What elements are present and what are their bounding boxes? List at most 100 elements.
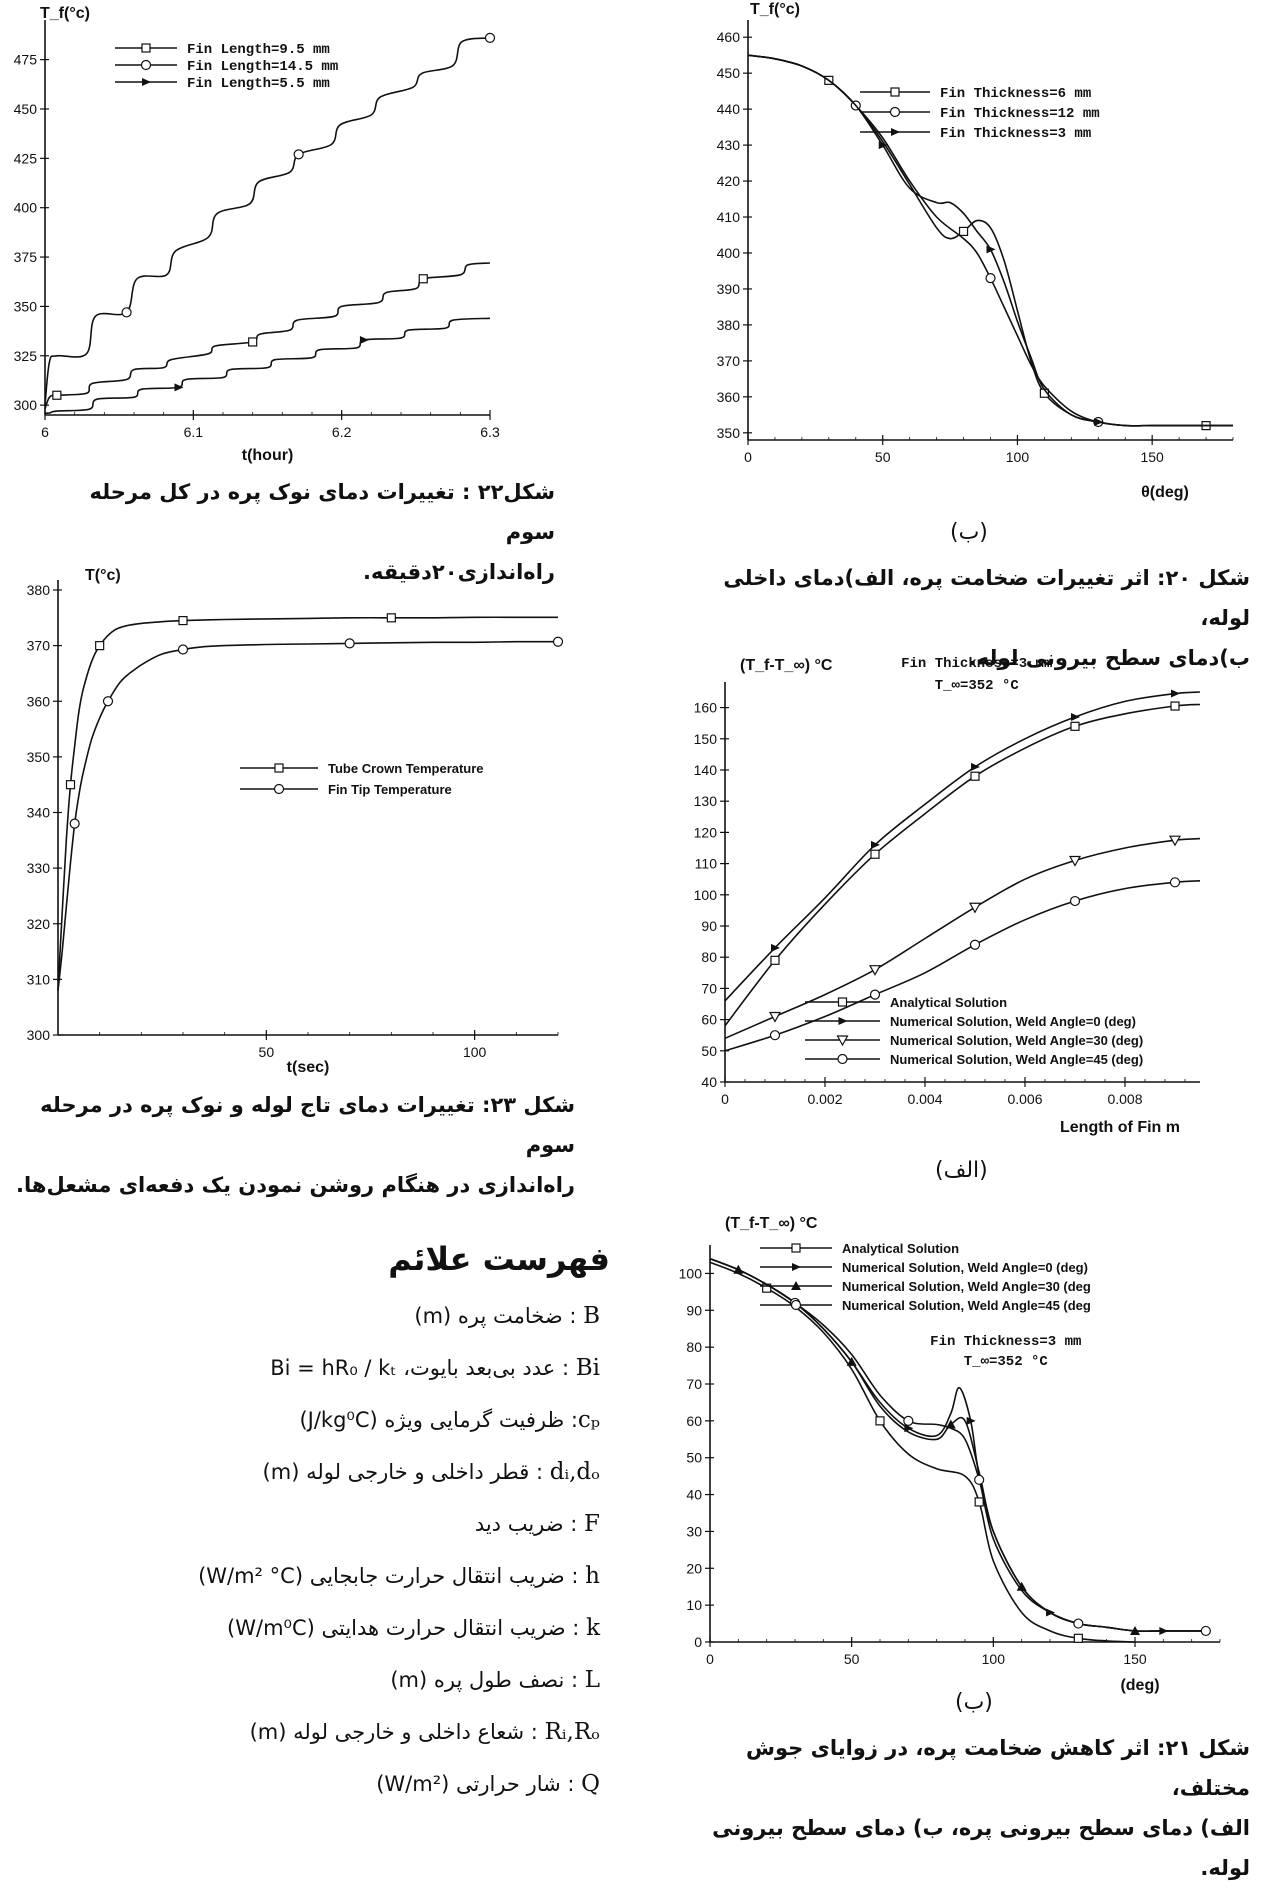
- x-tick-label: 0: [721, 1091, 729, 1107]
- series-line: [44, 37, 491, 406]
- legend-label: Fin Length=5.5 mm: [187, 76, 330, 92]
- figure-23-caption: شکل ۲۳: تغییرات دمای تاج لوله و نوک پره …: [10, 1085, 575, 1205]
- legend-marker: [140, 59, 152, 71]
- series-line: [44, 262, 491, 410]
- y-tick-label: 70: [686, 1376, 702, 1392]
- chart-annotation: Fin Thickness=3 mm: [901, 656, 1052, 672]
- legend-marker: [890, 87, 900, 97]
- data-point: [1016, 1581, 1027, 1591]
- axes: 300 310 320 330 340 350 360 370 380 50 100: [27, 580, 559, 1060]
- y-tick-label: 350: [27, 749, 51, 765]
- symbols-list: B : ضخامت پره (m) Bi : عدد بی‌بعد بایوت،…: [60, 1290, 600, 1810]
- figure-21b-svg: 0 10 20 30 40 50 60 70 80 90 100 0 50 100 150 (T_f-T_∞)…: [679, 1215, 1221, 1694]
- figure-21-caption-line2: الف) دمای سطح بیرونی پره، ب) دمای سطح بی…: [712, 1816, 1250, 1880]
- symbol-item: dᵢ,dₒ : قطر داخلی و خارجی لوله (m): [60, 1446, 600, 1498]
- figure-21b-sublabel: (ب): [955, 1690, 993, 1715]
- data-point: [1168, 835, 1182, 847]
- data-point: [846, 1356, 857, 1366]
- legend: Tube Crown Temperature Fin Tip Temperatur…: [240, 761, 484, 797]
- y-axis-label: T_f(°c): [40, 5, 90, 22]
- data-point: [174, 383, 184, 392]
- y-axis-label: (T_f-T_∞) °C: [725, 1215, 818, 1232]
- y-tick-label: 50: [701, 1043, 717, 1059]
- x-tick-label: 100: [463, 1044, 487, 1060]
- y-tick-label: 320: [27, 916, 51, 932]
- figure-20-caption: شکل ۲۰: اثر تغییرات ضخامت پره، الف)دمای …: [690, 558, 1250, 678]
- axes: 0 10 20 30 40 50 60 70 80 90 100 0 50 100 150: [679, 1245, 1221, 1667]
- y-tick-label: 390: [717, 281, 741, 297]
- y-tick-label: 360: [717, 389, 741, 405]
- figure-21-caption-line1: شکل ۲۱: اثر کاهش ضخامت پره، در زوایای جو…: [746, 1736, 1250, 1800]
- y-tick-label: 460: [717, 29, 741, 45]
- y-tick-label: 440: [717, 101, 741, 117]
- y-tick-label: 90: [701, 918, 717, 934]
- symbol-desc: : قطر داخلی و خارجی لوله (m): [262, 1460, 550, 1484]
- y-tick-label: 380: [717, 317, 741, 333]
- figure-23-caption-line1: شکل ۲۳: تغییرات دمای تاج لوله و نوک پره …: [40, 1093, 575, 1157]
- y-tick-label: 300: [27, 1027, 51, 1043]
- symbol-item: L : نصف طول پره (m): [60, 1654, 600, 1706]
- x-tick-label: 50: [875, 449, 891, 465]
- series-4: [724, 877, 1201, 1052]
- legend-label: Analytical Solution: [890, 995, 1007, 1010]
- data-point: [985, 273, 996, 284]
- legend-label: Fin Thickness=6 mm: [940, 86, 1091, 102]
- x-tick-label: 100: [1006, 449, 1030, 465]
- series-2: [709, 1257, 1206, 1635]
- series-3: [709, 1257, 1206, 1635]
- symbol-item: Q : شار حرارتی (W/m²): [60, 1758, 600, 1810]
- figure-21a-sublabel: (الف): [935, 1158, 988, 1183]
- data-point: [418, 274, 428, 284]
- figure-20-caption-line2: ب)دمای سطح بیرونی لوله.: [968, 646, 1250, 670]
- y-tick-label: 160: [694, 700, 718, 716]
- x-tick-label: 50: [259, 1044, 275, 1060]
- symbol-item: h : ضریب انتقال حرارت جابجایی (W/m² °C): [60, 1550, 600, 1602]
- figure-22-svg: 300 325 350 375 400 425 450 475 6 6.1 6.2 6.3 T_f(°c…: [14, 5, 500, 464]
- figure-22-caption: شکل۲۲ : تغییرات دمای نوک پره در کل مرحله…: [40, 472, 555, 592]
- data-point: [69, 818, 80, 829]
- y-tick-label: 80: [701, 949, 717, 965]
- y-tick-label: 375: [14, 249, 38, 265]
- data-point: [1069, 895, 1081, 907]
- legend-label: Analytical Solution: [842, 1241, 959, 1256]
- x-tick-label: 0: [744, 449, 752, 465]
- figure-20b-svg: 350 360 370 380 390 400 410 420 430 440 450 460 0 50 1…: [717, 1, 1234, 501]
- y-tick-label: 430: [717, 137, 741, 153]
- y-tick-label: 410: [717, 209, 741, 225]
- x-tick-label: 50: [844, 1651, 860, 1667]
- y-tick-label: 370: [717, 353, 741, 369]
- y-tick-label: 360: [27, 693, 51, 709]
- legend-label: Fin Thickness=3 mm: [940, 126, 1091, 142]
- data-point: [293, 149, 304, 160]
- chart-annotation: Fin Thickness=3 mm: [930, 1334, 1081, 1350]
- data-point: [1068, 855, 1082, 867]
- x-tick-label: 6.2: [332, 424, 352, 440]
- y-tick-label: 340: [27, 805, 51, 821]
- data-point: [359, 335, 369, 344]
- data-point: [1070, 721, 1080, 731]
- y-tick-label: 100: [694, 887, 718, 903]
- x-axis-label: Length of Fin m: [1060, 1119, 1180, 1136]
- series-4: [709, 1257, 1211, 1637]
- series-3: [44, 317, 491, 414]
- figure-20b-sublabel: (ب): [950, 520, 988, 545]
- data-point: [770, 955, 780, 965]
- series-2: [44, 32, 496, 406]
- axes: 40 50 60 70 80 90 100 110 120 130 140 150 160 0 0.002 0…: [694, 682, 1200, 1107]
- series-line: [709, 1257, 1206, 1633]
- figure-22-caption-line1: شکل۲۲ : تغییرات دمای نوک پره در کل مرحله…: [89, 480, 555, 544]
- legend-label: Numerical Solution, Weld Angle=45 (deg): [890, 1052, 1143, 1067]
- axes: 300 325 350 375 400 425 450 475 6 6.1 6.2 6.3: [14, 20, 500, 440]
- y-axis-label: (T_f-T_∞) °C: [740, 657, 833, 674]
- x-axis-label: t(hour): [242, 447, 294, 464]
- symbol-desc: : نصف طول پره (m): [390, 1668, 585, 1692]
- legend-marker: [142, 78, 151, 86]
- data-point: [969, 939, 981, 950]
- y-tick-label: 80: [686, 1339, 702, 1355]
- data-point: [1171, 689, 1180, 698]
- symbol-key: F: [584, 1511, 600, 1537]
- symbol-key: Q: [581, 1771, 600, 1797]
- figure-21a-svg: 40 50 60 70 80 90 100 110 120 130 140 150 160 0 0.002 0…: [694, 656, 1201, 1136]
- data-point: [768, 1011, 782, 1023]
